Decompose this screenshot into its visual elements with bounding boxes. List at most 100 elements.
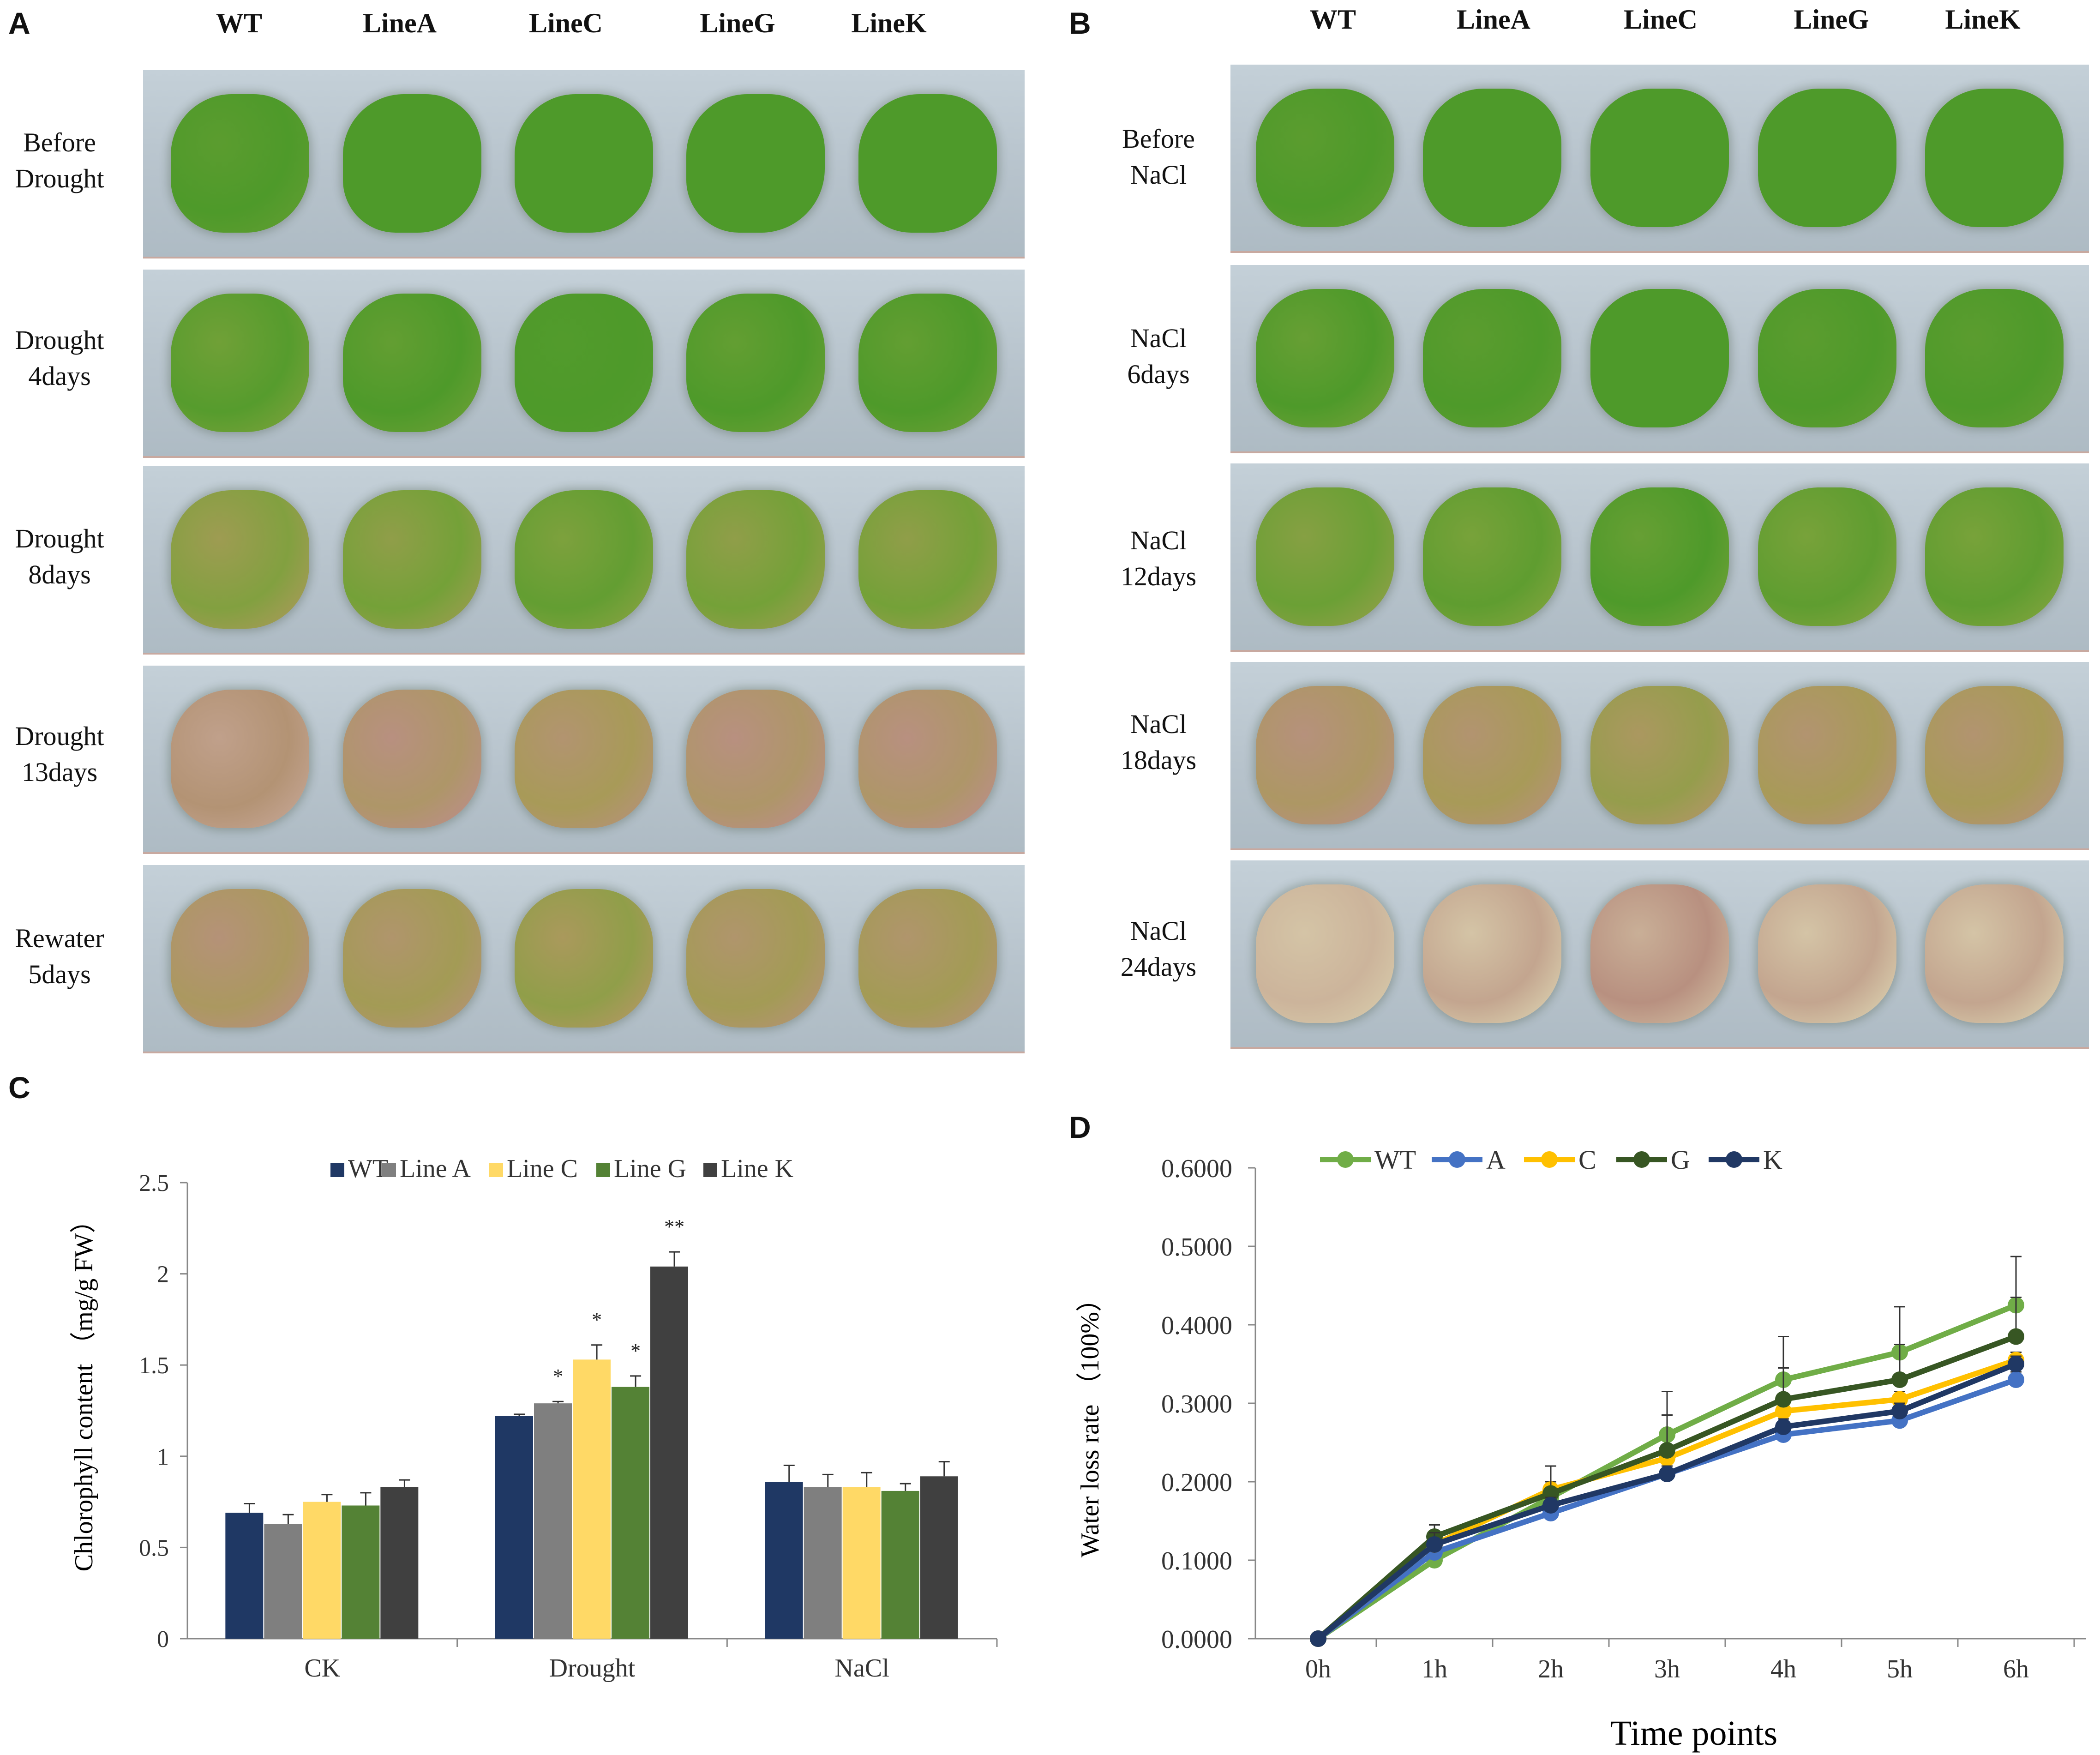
y-tick-label: 0.2000 — [1161, 1468, 1232, 1497]
legend-marker — [1726, 1151, 1742, 1168]
legend-label: Line G — [614, 1154, 686, 1183]
plant-image — [1758, 884, 1896, 1023]
plant-image — [515, 690, 653, 828]
row-label: Before NaCl — [1122, 124, 1195, 190]
plant-image — [515, 889, 653, 1028]
plant-image — [1925, 289, 2064, 427]
plant-photo-strip — [1230, 65, 2089, 253]
column-header-linea: LineA — [1456, 4, 1531, 35]
legend-label: Line K — [721, 1154, 793, 1183]
plant-image — [1758, 487, 1896, 626]
y-axis-label: Water loss rate （100%） — [1076, 1286, 1104, 1557]
plant-photo-strip — [1230, 265, 2089, 453]
x-tick-label: CK — [304, 1654, 340, 1683]
row-label: NaCl 18days — [1120, 709, 1197, 775]
data-point — [2008, 1371, 2024, 1388]
y-tick-label: 0.5 — [139, 1535, 169, 1561]
column-header-linec: LineC — [528, 8, 603, 38]
row-label: Drought 8days — [15, 523, 104, 589]
row-label: Before Drought — [15, 127, 104, 193]
legend-label: Line C — [507, 1154, 578, 1183]
plant-image — [1255, 89, 1394, 227]
plant-image — [1925, 884, 2064, 1023]
plant-image — [515, 94, 653, 233]
plant-image — [1255, 884, 1394, 1023]
water-loss-line-chart: WT A C G K 0.0000 0.1000 0.2000 0.3000 0.4000 0.5… — [1076, 1145, 2086, 1753]
data-point — [1775, 1418, 1792, 1435]
row-label: Drought 4days — [15, 325, 104, 391]
bar — [612, 1387, 649, 1639]
plant-image — [1925, 686, 2064, 824]
plant-image — [1423, 89, 1562, 227]
x-tick-label: 1h — [1422, 1655, 1447, 1683]
legend-label: G — [1671, 1145, 1690, 1175]
column-header-lineg: LineG — [700, 8, 775, 38]
plant-image — [342, 490, 481, 629]
plant-image — [1423, 289, 1562, 427]
plant-image — [1758, 89, 1896, 227]
legend-swatch — [596, 1163, 610, 1177]
plant-image — [342, 690, 481, 828]
legend-marker — [1449, 1151, 1465, 1168]
legend-label: A — [1486, 1145, 1506, 1175]
plant-image — [1590, 884, 1729, 1023]
data-point — [1426, 1536, 1443, 1553]
bar — [920, 1476, 958, 1639]
bar — [573, 1359, 611, 1639]
data-point — [1775, 1403, 1792, 1419]
plant-image — [686, 94, 825, 233]
bar — [264, 1524, 302, 1639]
plant-image — [1590, 289, 1729, 427]
y-tick-label: 0.4000 — [1161, 1311, 1232, 1340]
y-tick-label: 1 — [157, 1444, 169, 1470]
y-tick-label: 0.6000 — [1161, 1154, 1232, 1183]
significance-label: * — [592, 1309, 602, 1331]
plant-photo-strip — [1230, 662, 2089, 850]
plant-image — [1255, 289, 1394, 427]
plant-image — [342, 889, 481, 1028]
data-point — [1659, 1466, 1675, 1482]
plant-image — [515, 294, 653, 432]
column-header-linea: LineA — [362, 8, 437, 38]
legend-swatch — [489, 1163, 503, 1177]
x-tick-label: 4h — [1770, 1655, 1796, 1683]
row-label: Drought 13days — [15, 721, 104, 787]
y-tick-label: 0 — [157, 1626, 169, 1653]
y-tick-label: 2 — [157, 1262, 169, 1288]
bar — [650, 1266, 688, 1639]
plant-photo-strip — [1230, 463, 2089, 652]
chlorophyll-bar-chart: WT Line A Line C Line G Line K 0 0.5 1 1.5 2 2.5 C… — [70, 1154, 998, 1683]
x-tick-label: 2h — [1538, 1655, 1564, 1683]
plant-image — [1590, 686, 1729, 824]
plant-image — [1758, 289, 1896, 427]
plant-image — [1925, 487, 2064, 626]
plant-photo-strip — [143, 270, 1025, 458]
plant-photo-strip — [143, 466, 1025, 655]
bar — [380, 1487, 419, 1639]
plant-photo-strip — [143, 865, 1025, 1053]
bar — [534, 1403, 572, 1639]
data-point — [1659, 1442, 1675, 1459]
row-label: NaCl 24days — [1120, 916, 1197, 982]
legend-marker — [1541, 1151, 1558, 1168]
y-tick-label: 0.3000 — [1161, 1390, 1232, 1418]
plant-image — [686, 690, 825, 828]
plant-image — [171, 94, 310, 233]
plant-image — [1423, 686, 1562, 824]
x-axis-label: Time points — [1610, 1714, 1778, 1753]
panel-letter-d: D — [1069, 1110, 1091, 1144]
column-header-linek: LineK — [1945, 4, 2021, 35]
legend-marker — [1633, 1151, 1650, 1168]
x-tick-label: 5h — [1887, 1655, 1913, 1683]
column-header-linec: LineC — [1623, 4, 1698, 35]
plant-image — [342, 294, 481, 432]
plant-image — [1590, 487, 1729, 626]
plant-image — [171, 490, 310, 629]
bar — [303, 1502, 341, 1639]
plant-image — [171, 889, 310, 1028]
panel-letter-a: A — [8, 6, 30, 40]
column-header-wt: WT — [216, 8, 263, 38]
data-point — [1542, 1497, 1559, 1514]
column-header-linek: LineK — [851, 8, 927, 38]
significance-label: * — [553, 1365, 563, 1388]
